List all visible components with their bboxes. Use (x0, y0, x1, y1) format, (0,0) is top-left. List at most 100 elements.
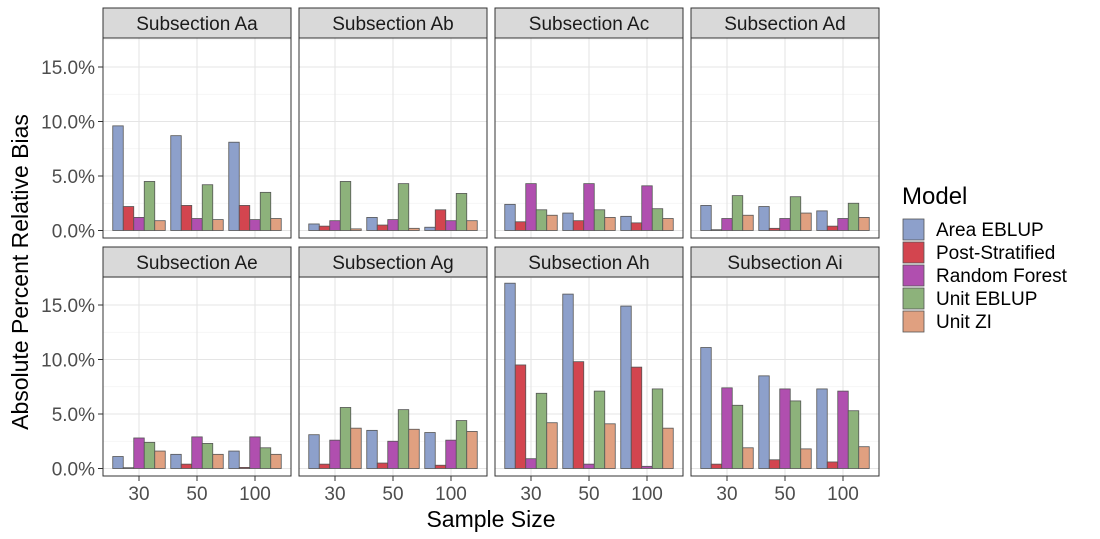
bar-unit-zi (408, 227, 420, 231)
bar-unit-eblup (789, 196, 802, 231)
bar-post-stratified (238, 467, 251, 469)
facet-panel: Subsection Ae 0.0% 5.0% 10.0% 15.0% 30 50 100 (41, 246, 292, 505)
bar-post-stratified (630, 222, 643, 231)
bar-area-eblup (620, 305, 632, 469)
bar-unit-eblup (651, 388, 664, 469)
bar-unit-eblup (593, 209, 606, 231)
bar-unit-eblup (789, 400, 802, 469)
bar-post-stratified (572, 220, 585, 231)
legend-swatch (902, 241, 925, 264)
bar-post-stratified (710, 229, 723, 231)
bar-random-forest (641, 465, 653, 469)
bar-unit-eblup (143, 181, 156, 231)
bar-unit-zi (546, 422, 558, 469)
facet-panel: Subsection Ah 30 50 100 (494, 246, 684, 505)
bar-post-stratified (710, 463, 723, 469)
bar-post-stratified (572, 361, 585, 469)
x-axis-title: Sample Size (426, 506, 555, 532)
bar-unit-eblup (397, 183, 410, 231)
bar-area-eblup (504, 203, 516, 231)
bar-unit-zi (466, 431, 478, 469)
bar-unit-zi (858, 217, 870, 231)
x-tick-label: 100 (631, 484, 663, 505)
bar-unit-zi (408, 428, 420, 469)
bar-unit-eblup (201, 184, 214, 231)
bar-unit-eblup (535, 209, 548, 231)
facet-strip (690, 246, 880, 278)
bar-unit-eblup (259, 447, 272, 469)
facet-strip-label: Subsection Ah (528, 253, 649, 274)
bar-random-forest (191, 218, 203, 231)
bar-area-eblup (228, 450, 240, 469)
bar-unit-zi (154, 450, 166, 469)
bar-unit-zi (604, 423, 616, 469)
legend-swatch (902, 310, 925, 333)
bar-unit-eblup (397, 409, 410, 469)
facet-strip-label: Subsection Aa (136, 14, 258, 35)
bar-unit-zi (742, 214, 754, 231)
x-tick-label: 50 (186, 484, 207, 505)
bar-unit-zi (858, 446, 870, 469)
bar-unit-eblup (259, 191, 272, 231)
bar-area-eblup (758, 375, 770, 469)
facet-strip-label: Subsection Ad (724, 14, 845, 35)
bar-unit-zi (662, 218, 674, 231)
x-tick-label: 100 (435, 484, 467, 505)
y-tick-label: 10.0% (41, 113, 95, 134)
bar-post-stratified (826, 225, 839, 231)
facet-strip-label: Subsection Ag (332, 253, 453, 274)
bar-area-eblup (112, 125, 124, 231)
bar-random-forest (133, 217, 145, 231)
legend-swatch (902, 264, 925, 287)
bar-random-forest (329, 439, 341, 469)
bar-random-forest (387, 219, 399, 231)
bar-unit-eblup (847, 202, 860, 231)
x-tick-label: 30 (128, 484, 149, 505)
y-tick-label: 0.0% (52, 222, 95, 243)
bar-post-stratified (434, 464, 447, 469)
bar-unit-eblup (651, 208, 664, 231)
facet-strip (298, 246, 488, 278)
y-axis-title: Absolute Percent Relative Bias (7, 114, 33, 430)
bar-area-eblup (424, 226, 436, 231)
facet-panel: Subsection Ab (298, 7, 488, 239)
bar-area-eblup (366, 217, 378, 231)
bar-random-forest (249, 436, 261, 469)
facet-strip (690, 7, 880, 39)
bar-random-forest (133, 437, 145, 469)
bar-post-stratified (180, 205, 193, 231)
facet-panel: Subsection Ac (494, 7, 684, 239)
legend-label: Post-Stratified (936, 243, 1055, 264)
bar-post-stratified (318, 463, 331, 469)
bar-random-forest (525, 458, 537, 469)
bar-area-eblup (228, 141, 240, 231)
bar-post-stratified (238, 205, 251, 231)
bar-unit-zi (270, 218, 282, 231)
x-tick-label: 30 (520, 484, 541, 505)
bar-random-forest (721, 387, 733, 469)
bar-post-stratified (826, 461, 839, 469)
y-tick-label: 0.0% (52, 460, 95, 481)
x-tick-label: 50 (382, 484, 403, 505)
bar-random-forest (583, 463, 595, 469)
bar-random-forest (721, 218, 733, 231)
bar-area-eblup (816, 388, 828, 469)
bar-post-stratified (514, 364, 527, 469)
x-tick-label: 50 (578, 484, 599, 505)
bar-unit-zi (466, 220, 478, 231)
y-tick-label: 5.0% (52, 167, 95, 188)
bar-area-eblup (112, 456, 124, 469)
x-tick-label: 50 (774, 484, 795, 505)
legend-label: Unit EBLUP (936, 289, 1037, 310)
bar-post-stratified (768, 227, 781, 231)
bar-unit-eblup (201, 443, 214, 469)
bar-unit-zi (212, 219, 224, 231)
bar-area-eblup (816, 210, 828, 231)
bar-random-forest (387, 440, 399, 469)
bar-unit-zi (800, 212, 812, 231)
bar-area-eblup (562, 293, 574, 469)
bar-unit-eblup (535, 392, 548, 469)
y-tick-label: 10.0% (41, 351, 95, 372)
